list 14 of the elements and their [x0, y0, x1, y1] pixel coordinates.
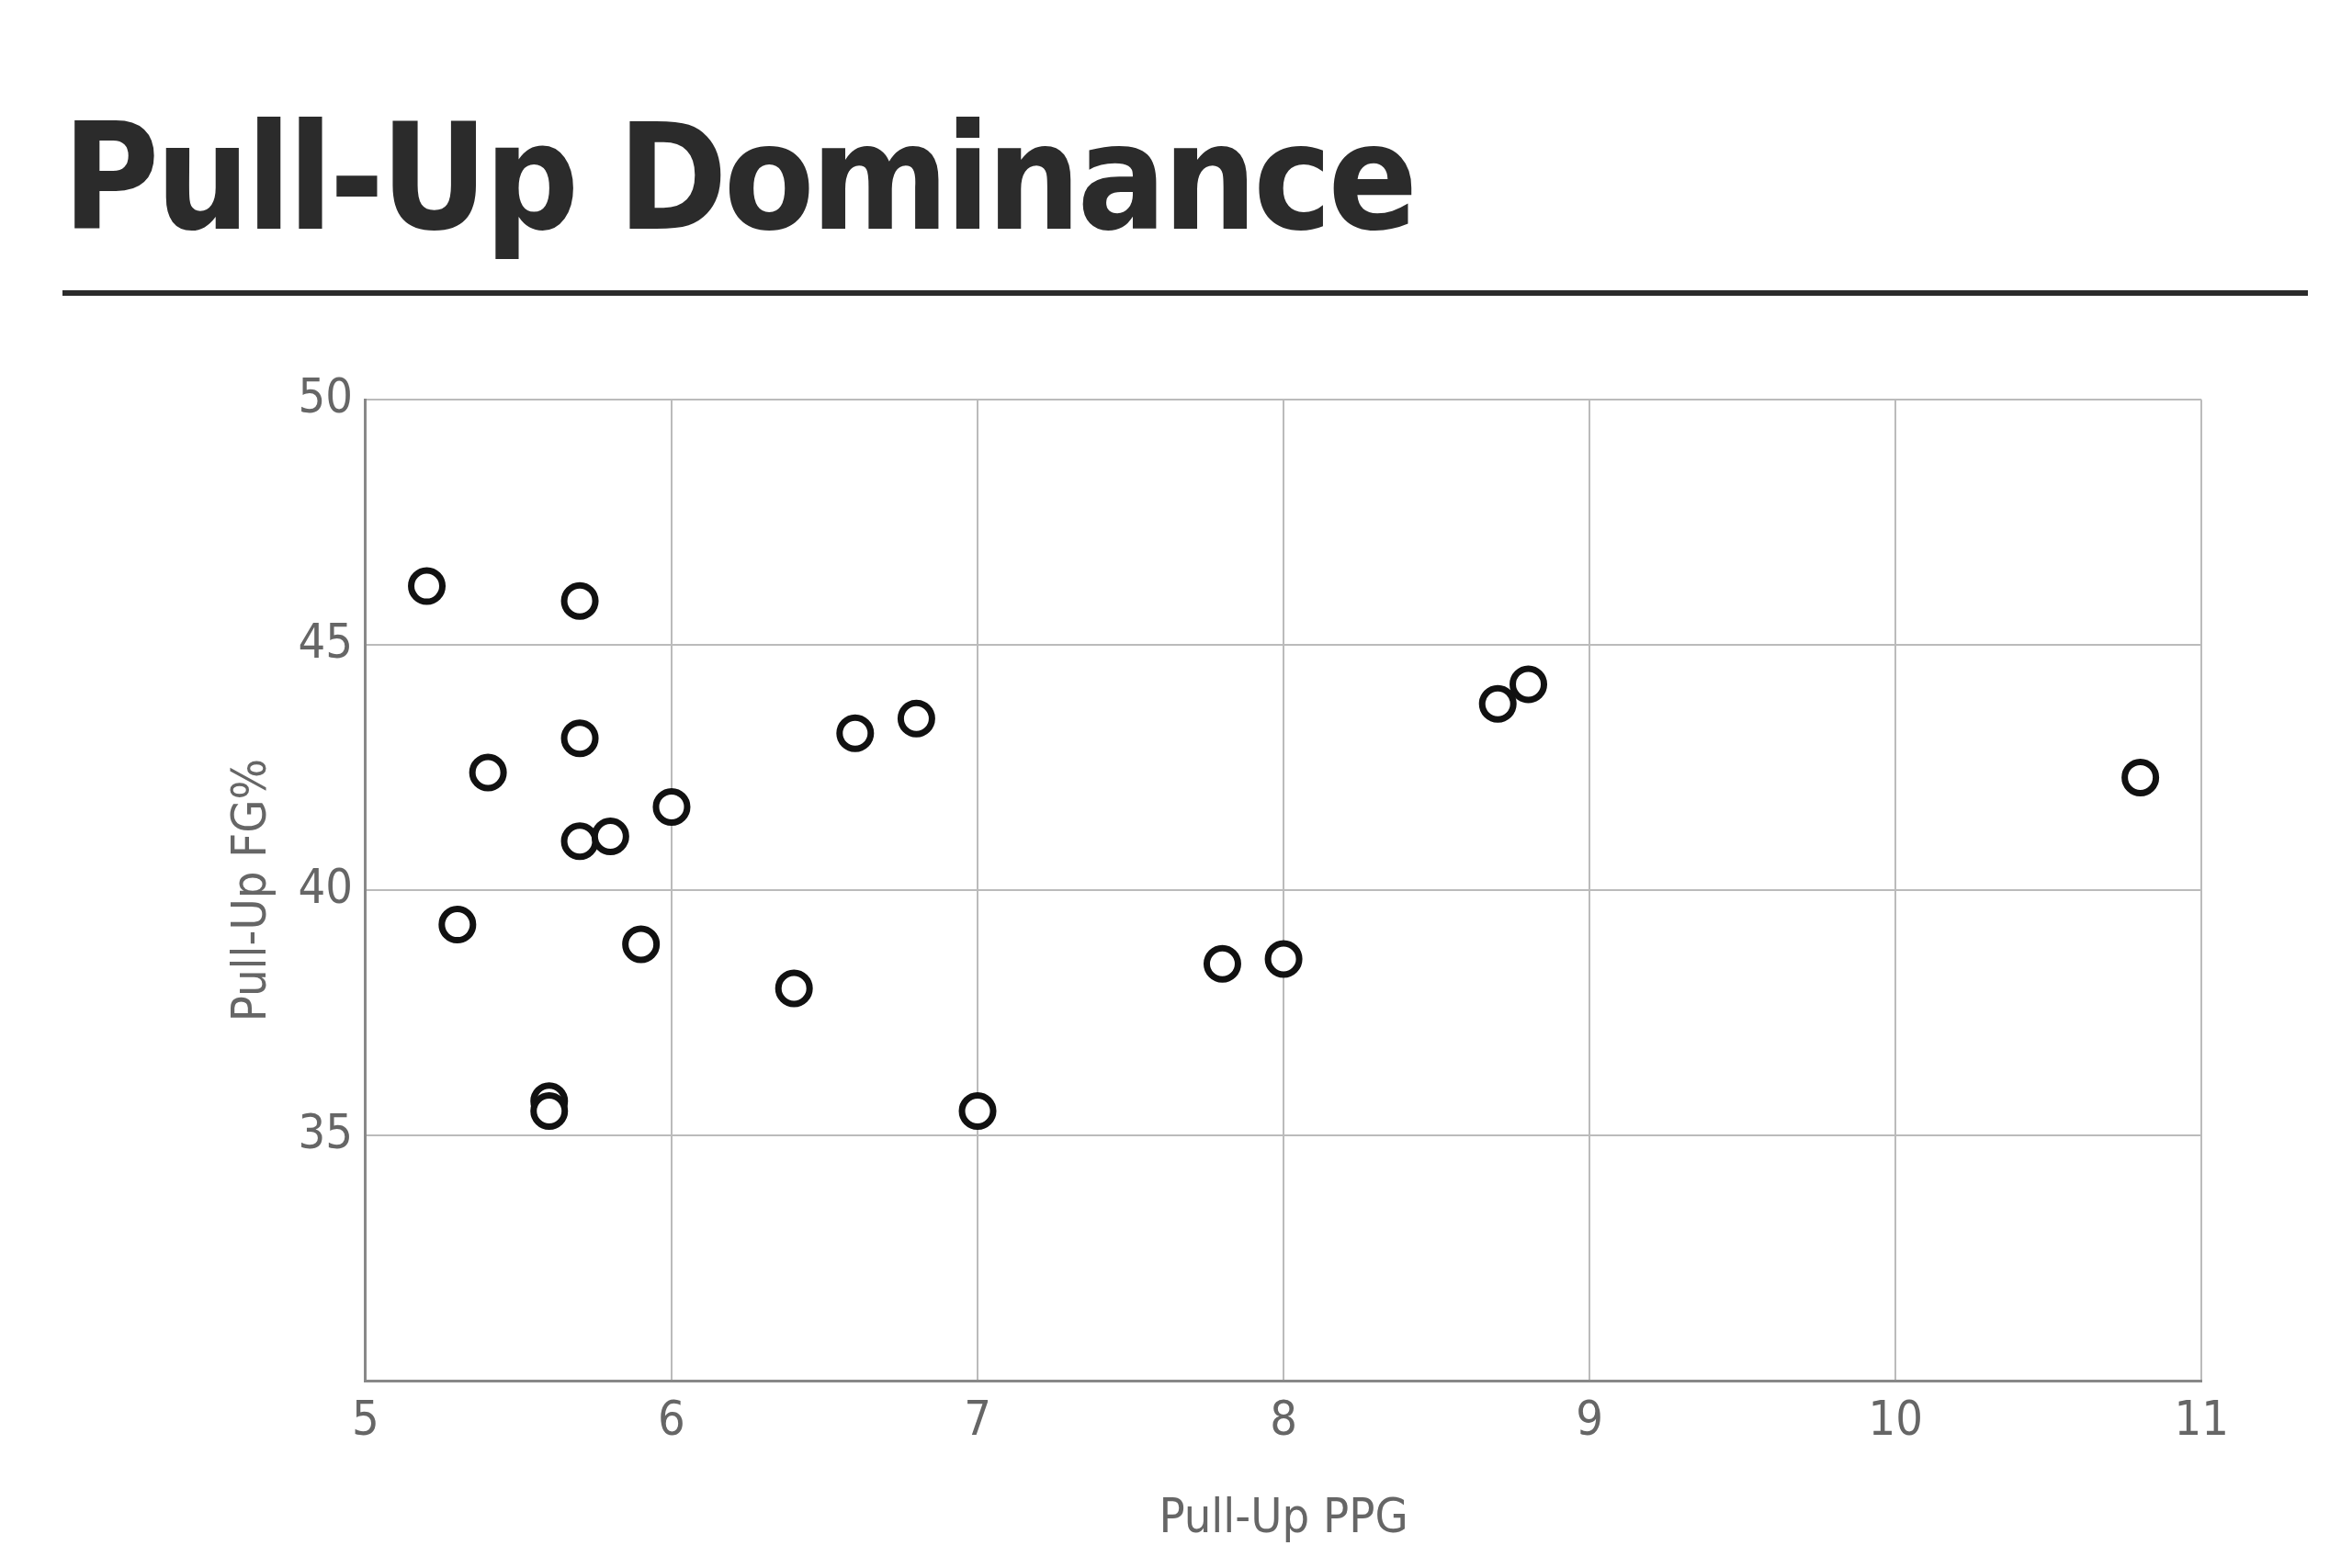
- x-tick-label: 10: [1868, 1390, 1923, 1446]
- y-tick-label: 35: [298, 1103, 353, 1159]
- x-tick-label: 5: [352, 1390, 379, 1446]
- x-tick-label: 8: [1270, 1390, 1297, 1446]
- x-axis-title: Pull-Up PPG: [1159, 1488, 1408, 1544]
- y-tick-label: 40: [298, 858, 353, 914]
- x-tick-label: 6: [658, 1390, 685, 1446]
- chart-title: Pull-Up Dominance: [62, 92, 1415, 264]
- x-tick-label: 11: [2174, 1390, 2229, 1446]
- y-axis-title: Pull-Up FG%: [220, 759, 277, 1022]
- x-tick-label: 7: [964, 1390, 991, 1446]
- y-tick-label: 50: [298, 367, 353, 423]
- y-tick-label: 45: [298, 613, 353, 669]
- x-tick-label: 9: [1576, 1390, 1604, 1446]
